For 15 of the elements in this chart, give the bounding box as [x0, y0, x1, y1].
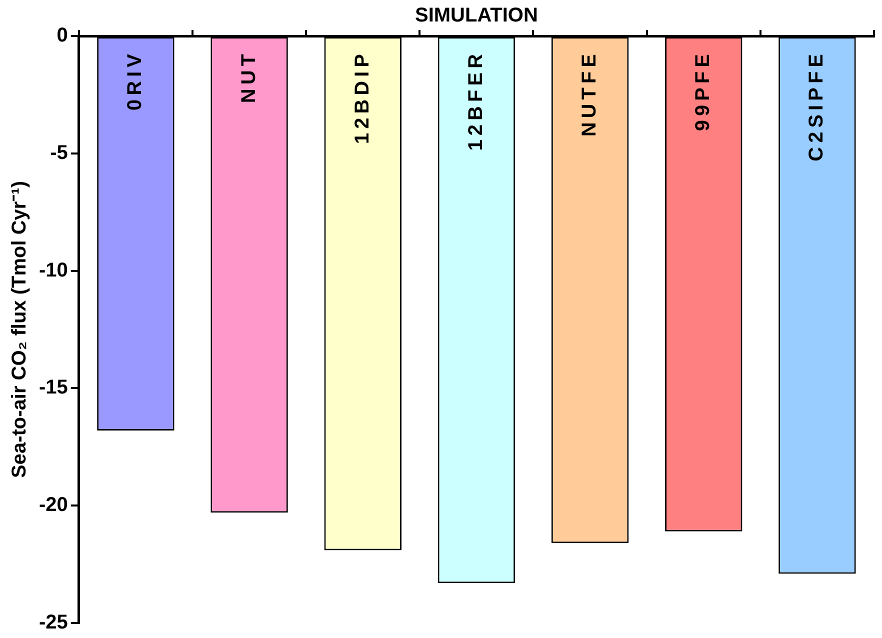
x-tick-label: NUTFE	[578, 50, 601, 137]
x-tick-label: C2SIPFE	[806, 50, 828, 162]
y-tick-label: -20	[39, 494, 68, 516]
y-tick-label: -15	[39, 376, 68, 399]
y-tick-label: -10	[39, 259, 68, 282]
y-tick-label: 0	[56, 24, 68, 47]
x-tick-label: 12BFER	[464, 50, 487, 151]
y-axis-title: Sea-to-air CO₂ flux (Tmol Cyr⁻¹)	[8, 180, 31, 478]
y-tick-label: -5	[50, 142, 68, 164]
x-tick-label: 99PFE	[692, 50, 714, 132]
x-axis-title: SIMULATION	[414, 4, 538, 27]
y-tick-label: -25	[39, 612, 68, 634]
x-tick-label: 12BDIP	[351, 50, 374, 144]
x-tick-label: NUT	[238, 50, 260, 104]
x-tick-label: 0RIV	[124, 50, 146, 110]
